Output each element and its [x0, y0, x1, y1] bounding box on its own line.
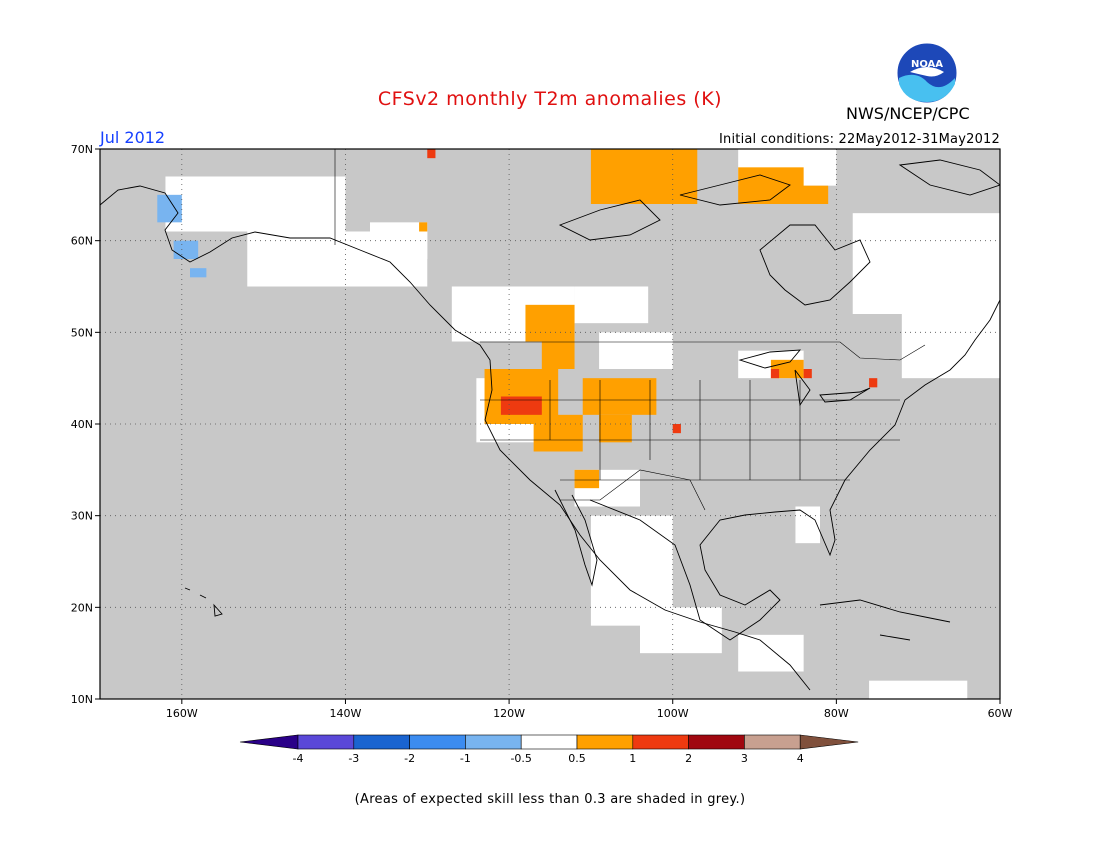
- colorbar-label: 3: [741, 752, 748, 765]
- anomaly-region-neutral: [370, 222, 428, 259]
- colorbar-segment: [688, 734, 745, 750]
- anomaly-region-pos-0-5-to-1: [787, 185, 829, 204]
- anomaly-region-pos-1-to-2: [770, 369, 780, 379]
- gridlines: [100, 149, 1000, 699]
- anomaly-region-pos-0-5-to-1: [590, 149, 698, 204]
- anomaly-region-neutral: [165, 176, 346, 232]
- axis-labels: 10N 20N 30N 40N 50N 60N 70N 160W 140W 120W 100W 80W…: [71, 143, 1013, 720]
- chart-title: CFSv2 monthly T2m anomalies (K): [377, 88, 723, 110]
- agency-label: NWS/NCEP/CPC: [846, 104, 970, 123]
- forecast-month: Jul 2012: [100, 128, 166, 147]
- colorbar-label: -3: [348, 752, 359, 765]
- anomaly-region-neutral: [869, 680, 968, 699]
- lat-tick-label: 20N: [71, 601, 93, 614]
- anomaly-region-neg-0-5-to-1: [157, 194, 182, 223]
- colorbar-segment: [409, 734, 466, 750]
- anomaly-region-pos-0-5-to-1: [533, 414, 583, 452]
- coastlines: [100, 159, 1000, 691]
- colorbar-segment: [576, 734, 634, 750]
- colorbar-label: 4: [797, 752, 804, 765]
- noaa-logo-icon: NOAA: [896, 42, 958, 104]
- anomaly-region-pos-1-to-2: [803, 369, 812, 379]
- coastline-baja: [554, 489, 598, 587]
- political-borders: [334, 149, 926, 511]
- anomaly-region-pos-0-5-to-1: [574, 469, 600, 489]
- anomaly-region-pos-0-5-to-1: [582, 378, 657, 415]
- anomaly-region-pos-0-5-to-1: [525, 304, 575, 342]
- colorbar-segment: [520, 734, 578, 750]
- colorbar-label: 1: [629, 752, 636, 765]
- anomaly-region-neutral: [852, 213, 1000, 314]
- anomaly-region-neutral: [640, 607, 722, 654]
- anomaly-region-neutral: [738, 634, 804, 672]
- coastline-gulf: [589, 299, 1000, 641]
- lat-tick-label: 50N: [71, 326, 93, 339]
- anomaly-region-pos-1-to-2: [427, 149, 436, 159]
- colorbar-segment: [744, 734, 801, 750]
- lon-tick-label: 80W: [824, 707, 849, 720]
- colorbar-label: 2: [685, 752, 692, 765]
- lon-tick-label: 120W: [493, 707, 525, 720]
- anomaly-region-pos-0-5-to-1: [541, 341, 575, 369]
- colorbar-segment: [632, 734, 689, 750]
- lat-tick-label: 40N: [71, 418, 93, 431]
- colorbar-segment: [465, 734, 522, 750]
- coastline-caribbean: [819, 599, 951, 641]
- colorbar-label: -4: [293, 752, 304, 765]
- anomaly-regions: [157, 149, 1000, 699]
- anomaly-region-pos-1-to-2: [672, 424, 681, 434]
- anomaly-region-neg-0-5-to-1: [173, 240, 199, 259]
- lon-tick-label: 140W: [330, 707, 362, 720]
- coastline-pacific: [100, 185, 811, 691]
- lat-tick-label: 30N: [71, 510, 93, 523]
- anomaly-region-neutral: [574, 286, 649, 324]
- lon-tick-label: 100W: [657, 707, 689, 720]
- colorbar-label: -1: [460, 752, 471, 765]
- anomaly-region-neg-0-5-to-1: [190, 268, 207, 278]
- anomaly-region-neutral: [599, 332, 673, 369]
- lon-tick-label: 160W: [166, 707, 198, 720]
- lat-tick-label: 10N: [71, 693, 93, 706]
- coastline-hawaii: [184, 587, 223, 617]
- colorbar-label: -0.5: [510, 752, 531, 765]
- colorbar-segment: [353, 734, 410, 750]
- anomaly-region-pos-0-5-to-1: [599, 414, 632, 443]
- lon-tick-label: 60W: [988, 707, 1013, 720]
- lat-tick-label: 70N: [71, 143, 93, 156]
- anomaly-region-neutral: [901, 314, 1000, 379]
- colorbar: -4 -3 -2 -1 -0.5 0.5 1 2 3 4: [239, 734, 859, 765]
- colorbar-arrow-low: [239, 734, 299, 750]
- lat-tick-label: 60N: [71, 235, 93, 248]
- anomaly-region-neutral: [795, 506, 820, 544]
- great-lakes: [738, 349, 871, 407]
- anomaly-region-pos-1-to-2: [500, 396, 542, 415]
- anomaly-region-pos-1-to-2: [869, 378, 878, 388]
- coastline-hudson-bay: [759, 224, 871, 306]
- initial-conditions: Initial conditions: 22May2012-31May2012: [719, 132, 1000, 147]
- anomaly-region-pos-0-5-to-1: [419, 222, 428, 232]
- colorbar-label: 0.5: [568, 752, 586, 765]
- skill-footnote: (Areas of expected skill less than 0.3 a…: [354, 792, 746, 807]
- colorbar-label: -2: [404, 752, 415, 765]
- colorbar-segment: [297, 734, 355, 750]
- logo-text: NOAA: [911, 59, 943, 70]
- coastline-arctic: [558, 159, 1000, 241]
- colorbar-arrow-high: [799, 734, 859, 750]
